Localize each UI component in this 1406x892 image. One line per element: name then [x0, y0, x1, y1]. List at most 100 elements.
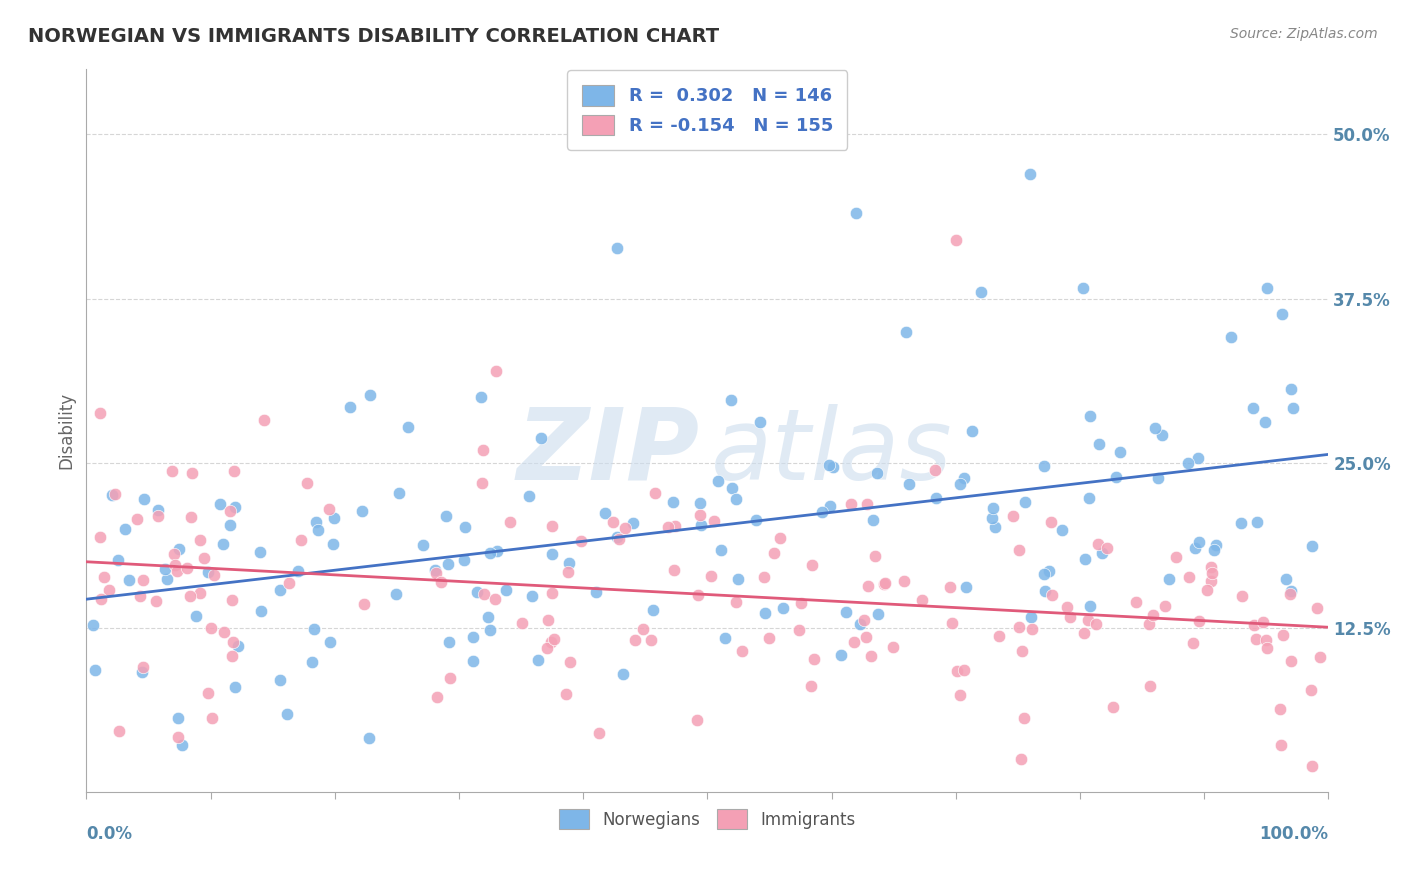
Point: [200, 622, 222, 636]
Point: [1230, 516, 1253, 530]
Point: [844, 635, 866, 649]
Point: [104, 487, 127, 501]
Point: [662, 494, 685, 508]
Point: [486, 544, 509, 558]
Point: [749, 415, 772, 429]
Point: [1080, 599, 1102, 613]
Point: [1059, 610, 1081, 624]
Point: [1001, 509, 1024, 524]
Point: [1039, 515, 1062, 529]
Point: [209, 497, 232, 511]
Point: [212, 536, 235, 550]
Point: [686, 714, 709, 728]
Point: [1241, 401, 1264, 416]
Point: [1032, 458, 1054, 473]
Point: [593, 506, 616, 520]
Point: [1139, 679, 1161, 693]
Point: [179, 589, 201, 603]
Point: [862, 513, 884, 527]
Point: [221, 648, 243, 663]
Point: [477, 610, 499, 624]
Point: [1084, 616, 1107, 631]
Point: [664, 563, 686, 577]
Point: [821, 459, 844, 474]
Point: [633, 622, 655, 636]
Point: [710, 543, 733, 558]
Point: [114, 522, 136, 536]
Point: [201, 711, 224, 725]
Point: [388, 486, 411, 500]
Point: [302, 622, 325, 636]
Point: [1282, 401, 1305, 415]
Point: [426, 690, 449, 705]
Point: [97, 582, 120, 597]
Point: [946, 664, 969, 678]
Point: [607, 532, 630, 546]
Point: [644, 486, 666, 500]
Point: [224, 500, 246, 514]
Point: [166, 564, 188, 578]
Point: [1197, 582, 1219, 597]
Point: [863, 549, 886, 563]
Point: [866, 466, 889, 480]
Point: [484, 591, 506, 606]
Point: [860, 648, 883, 663]
Point: [269, 673, 291, 687]
Point: [1040, 588, 1063, 602]
Point: [1199, 560, 1222, 574]
Point: [745, 513, 768, 527]
Point: [1184, 541, 1206, 556]
Point: [868, 607, 890, 622]
Point: [1220, 330, 1243, 344]
Point: [219, 503, 242, 517]
Point: [787, 623, 810, 637]
Point: [1019, 609, 1042, 624]
Point: [472, 586, 495, 600]
Point: [1279, 584, 1302, 599]
Point: [276, 707, 298, 722]
Point: [540, 586, 562, 600]
Point: [700, 568, 723, 582]
Point: [1301, 759, 1323, 773]
Point: [90, 592, 112, 607]
Point: [129, 589, 152, 603]
Point: [530, 431, 553, 445]
Point: [554, 687, 576, 701]
Point: [602, 515, 624, 529]
Point: [1056, 600, 1078, 615]
Point: [1137, 617, 1160, 632]
Point: [849, 617, 872, 632]
Point: [614, 521, 637, 535]
Point: [1078, 491, 1101, 506]
Point: [108, 724, 131, 739]
Point: [1109, 445, 1132, 459]
Point: [1144, 420, 1167, 434]
Point: [148, 503, 170, 517]
Point: [495, 583, 517, 598]
Point: [82, 618, 104, 632]
Point: [250, 603, 273, 617]
Point: [527, 653, 550, 667]
Point: [925, 491, 948, 506]
Point: [727, 572, 749, 586]
Point: [664, 518, 686, 533]
Y-axis label: Disability: Disability: [58, 392, 75, 469]
Point: [188, 585, 211, 599]
Point: [1125, 595, 1147, 609]
Point: [162, 464, 184, 478]
Point: [1274, 572, 1296, 586]
Point: [186, 608, 208, 623]
Point: [471, 443, 494, 458]
Point: [969, 285, 991, 300]
Point: [1010, 751, 1032, 765]
Point: [953, 471, 976, 485]
Point: [1078, 409, 1101, 423]
Point: [688, 588, 710, 602]
Point: [752, 570, 775, 584]
Point: [439, 672, 461, 686]
Point: [980, 511, 1002, 525]
Point: [939, 580, 962, 594]
Point: [1019, 167, 1042, 181]
Point: [1071, 281, 1094, 295]
Point: [714, 631, 737, 645]
